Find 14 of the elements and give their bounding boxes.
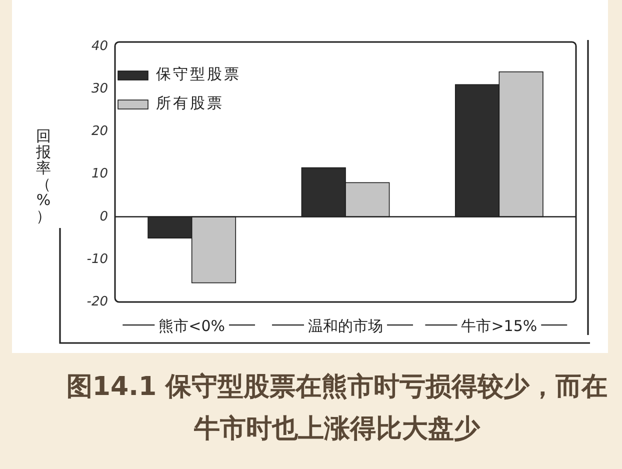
x-tick-label: 温和的市场 [308, 317, 383, 335]
caption: 图14.1 保守型股票在熊市时亏损得较少，而在牛市时也上涨得比大盘少 [65, 371, 609, 446]
y-tick-label: 20 [91, 124, 108, 140]
y-tick-label: 10 [91, 166, 108, 182]
legend-label: 所有股票 [156, 94, 224, 112]
y-tick-label: 0 [100, 209, 108, 224]
x-tick-label: 熊市<0% [158, 317, 226, 335]
y-tick-label: -10 [86, 252, 108, 267]
x-tick-label: 牛市>15% [461, 317, 538, 335]
y-tick-label: 40 [91, 38, 108, 54]
y-axis-title: 回报率（%） [35, 127, 52, 225]
y-tick-label: -20 [86, 294, 108, 310]
y-tick-label: 30 [91, 81, 108, 96]
legend-label: 保守型股票 [156, 65, 241, 83]
